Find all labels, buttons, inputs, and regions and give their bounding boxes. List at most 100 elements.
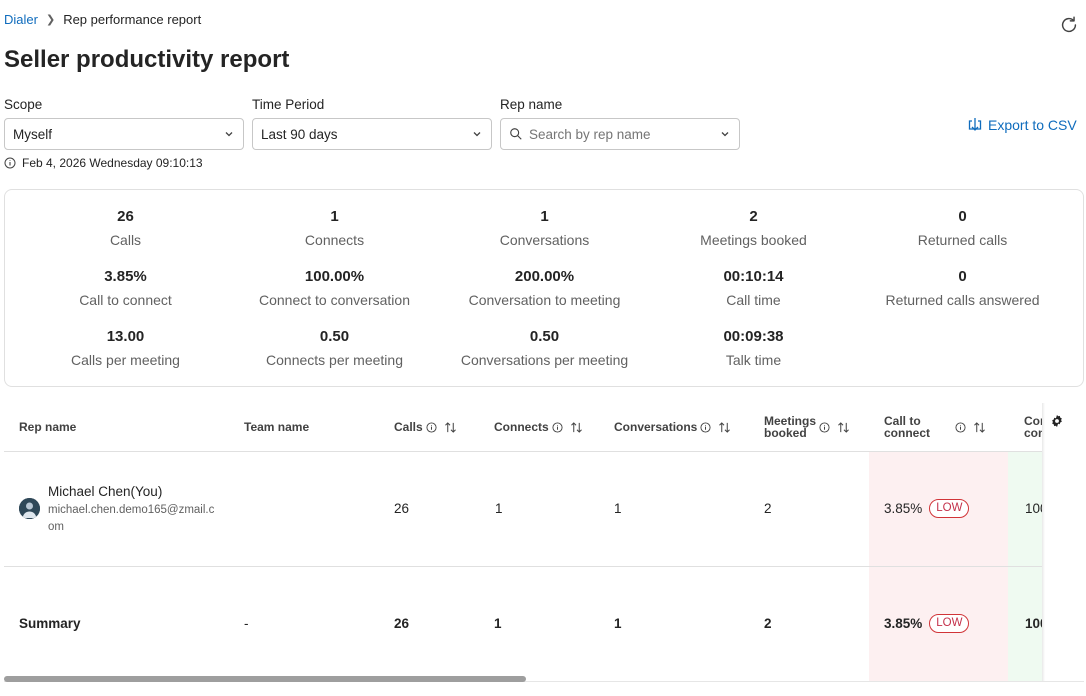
stat-call-time: 00:10:14 Call time: [649, 268, 858, 308]
rep-search-input[interactable]: [529, 126, 709, 142]
stat-meetings-booked: 2 Meetings booked: [649, 208, 858, 248]
export-icon: [968, 118, 982, 131]
header-label: Rep name: [19, 420, 77, 434]
scope-filter: Scope Myself: [4, 97, 244, 150]
gear-icon[interactable]: [1050, 414, 1064, 428]
row-divider: [4, 451, 1044, 452]
stat-value: 00:10:14: [723, 268, 784, 285]
stat-value: 3.85%: [104, 268, 147, 285]
stat-label: Calls: [109, 232, 142, 248]
summary-meetings-booked: 2: [764, 616, 772, 631]
info-icon[interactable]: [552, 421, 563, 433]
stat-returned-calls: 0 Returned calls: [858, 208, 1067, 248]
breadcrumb-dialer-link[interactable]: Dialer: [4, 12, 38, 27]
horizontal-scroll-track: [4, 681, 1084, 682]
info-icon[interactable]: [955, 421, 966, 433]
stat-value: 200.00%: [514, 268, 575, 285]
summary-conversations: 1: [614, 616, 622, 631]
search-icon: [510, 128, 522, 140]
low-badge: LOW: [929, 614, 970, 633]
header-conversations[interactable]: Conversations: [614, 403, 731, 451]
period-dropdown[interactable]: Last 90 days: [252, 118, 492, 150]
cell-conversations: 1: [614, 501, 622, 516]
stat-connect-to-conversation: 100.00% Connect to conversation: [230, 268, 439, 308]
sort-icon[interactable]: [718, 421, 731, 433]
stat-label: Call to connect: [79, 292, 172, 308]
header-line: Call to: [884, 414, 921, 428]
stat-talk-time: 00:09:38 Talk time: [649, 328, 858, 368]
stat-label: Talk time: [725, 352, 782, 368]
stat-calls: 26 Calls: [21, 208, 230, 248]
sort-icon[interactable]: [444, 421, 457, 433]
period-value: Last 90 days: [261, 126, 338, 142]
info-icon[interactable]: [819, 421, 830, 433]
breadcrumb: Dialer ❯ Rep performance report: [4, 12, 201, 27]
cell-call-to-connect: 3.85% LOW: [884, 499, 970, 518]
summary-connects: 1: [494, 616, 502, 631]
export-csv-button[interactable]: Export to CSV: [966, 116, 1077, 134]
row-divider: [4, 566, 1044, 567]
rep-name[interactable]: Michael Chen(You): [48, 484, 163, 499]
header-line: con: [1024, 426, 1044, 440]
horizontal-scrollbar[interactable]: [4, 676, 526, 682]
rep-table: Rep name Team name Calls Connects Conver…: [4, 403, 1044, 681]
scope-dropdown[interactable]: Myself: [4, 118, 244, 150]
sort-icon[interactable]: [570, 421, 583, 433]
header-line: booked: [764, 426, 807, 440]
cell-value: 3.85%: [884, 501, 923, 516]
frozen-column-shadow: [1042, 403, 1045, 681]
stat-value: 26: [117, 208, 134, 225]
header-line: Meetings: [764, 414, 817, 428]
rep-label: Rep name: [500, 97, 563, 112]
header-label: Team name: [244, 420, 310, 434]
stat-value: 0.50: [529, 328, 560, 345]
stat-value: 2: [749, 208, 758, 225]
scope-label: Scope: [4, 97, 43, 112]
last-updated: Feb 4, 2026 Wednesday 09:10:13: [4, 156, 203, 170]
stat-value: 1: [330, 208, 339, 225]
info-icon[interactable]: [700, 421, 711, 433]
chevron-right-icon: ❯: [45, 14, 56, 26]
summary-team: -: [244, 616, 249, 631]
cell-connect-to-conversation: 100: [1025, 501, 1044, 516]
header-rep-name: Rep name: [19, 403, 76, 451]
header-calls[interactable]: Calls: [394, 403, 457, 451]
info-icon[interactable]: [426, 421, 437, 433]
refresh-icon[interactable]: [1058, 14, 1080, 36]
sort-icon[interactable]: [973, 421, 986, 433]
stat-value: 0: [958, 208, 967, 225]
header-connects[interactable]: Connects: [494, 403, 583, 451]
chevron-down-icon: [225, 132, 233, 137]
stat-label: Call time: [726, 292, 781, 308]
cell-value: 3.85%: [884, 616, 923, 631]
breadcrumb-current: Rep performance report: [63, 12, 202, 27]
stat-value: 100.00%: [304, 268, 365, 285]
rep-filter: Rep name: [500, 97, 740, 150]
period-label: Time Period: [252, 97, 325, 112]
stat-label: Calls per meeting: [71, 352, 180, 368]
stat-connects-per-meeting: 0.50 Connects per meeting: [230, 328, 439, 368]
stat-call-to-connect: 3.85% Call to connect: [21, 268, 230, 308]
scope-value: Myself: [13, 126, 53, 142]
cell-connects: 1: [495, 501, 503, 516]
stat-value: 0: [958, 268, 967, 285]
header-connect-to-conversation[interactable]: Cor con: [1024, 403, 1044, 451]
header-line: connect: [884, 426, 931, 440]
summary-call-to-connect: 3.85% LOW: [884, 614, 970, 633]
rep-search-box[interactable]: [500, 118, 740, 150]
stat-connects: 1 Connects: [230, 208, 439, 248]
header-call-to-connect[interactable]: Call to connect: [884, 403, 986, 451]
sort-icon[interactable]: [837, 421, 850, 433]
stat-label: Returned calls answered: [885, 292, 1040, 308]
rep-email: michael.chen.demo165@zmail.com: [48, 504, 215, 533]
chevron-down-icon: [473, 132, 481, 137]
stat-conversations-per-meeting: 0.50 Conversations per meeting: [440, 328, 649, 368]
header-meetings-booked[interactable]: Meetings booked: [764, 403, 850, 451]
stat-label: Conversations per meeting: [460, 352, 629, 368]
header-label: Calls: [394, 420, 423, 434]
cell-calls: 26: [394, 501, 410, 516]
stat-value: 0.50: [319, 328, 350, 345]
timestamp-text: Feb 4, 2026 Wednesday 09:10:13: [22, 156, 203, 170]
summary-calls: 26: [394, 616, 410, 631]
export-label: Export to CSV: [988, 117, 1077, 133]
